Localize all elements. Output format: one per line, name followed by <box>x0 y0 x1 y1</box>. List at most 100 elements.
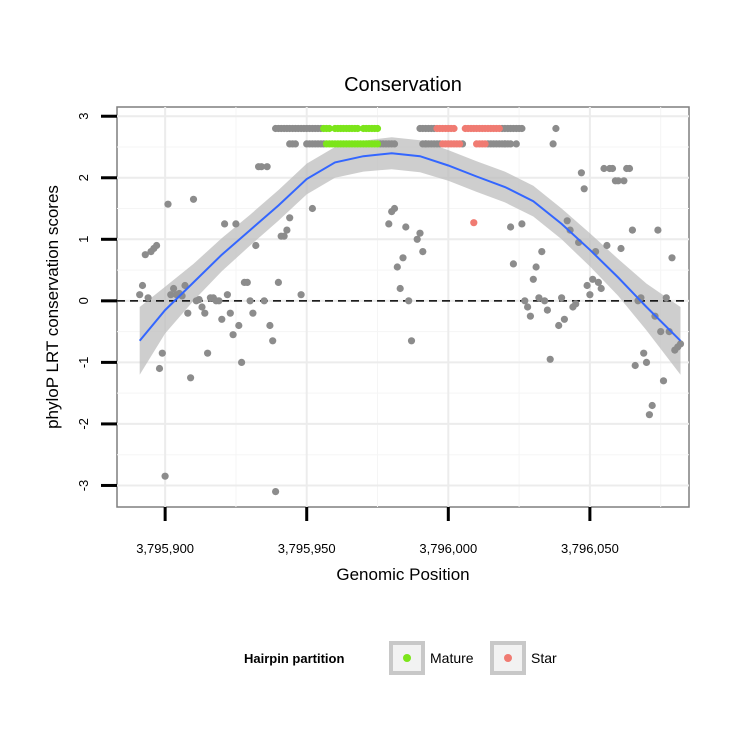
x-axis-ticks: 3,795,900 3,795,950 3,796,000 3,796,050 <box>136 507 619 556</box>
confidence-band <box>139 137 681 375</box>
point-other <box>297 291 305 299</box>
point-other <box>274 278 282 286</box>
point-other <box>141 251 149 259</box>
point-other <box>617 244 625 253</box>
point-star <box>456 140 464 148</box>
point-other <box>608 164 617 173</box>
point-mature <box>373 124 382 133</box>
point-other <box>136 291 144 299</box>
point-other <box>195 296 203 304</box>
point-other <box>586 291 594 299</box>
point-other <box>393 263 401 271</box>
point-other <box>198 303 206 311</box>
y-tick-label: 0 <box>76 297 91 304</box>
point-other <box>529 275 537 283</box>
point-other <box>654 226 662 234</box>
point-other <box>189 195 198 203</box>
point-other <box>201 309 209 317</box>
point-other <box>600 164 608 173</box>
point-other <box>158 349 166 357</box>
point-other <box>549 140 557 148</box>
point-other <box>167 291 175 299</box>
point-other <box>628 226 637 234</box>
point-other <box>243 278 251 286</box>
point-other <box>512 140 520 148</box>
point-other <box>170 284 178 293</box>
point-other <box>518 220 526 228</box>
point-star <box>481 140 489 148</box>
point-other <box>580 185 588 193</box>
x-tick-label: 3,796,000 <box>419 541 477 556</box>
point-other <box>620 177 628 185</box>
point-other <box>555 321 563 330</box>
point-other <box>640 349 648 357</box>
point-other <box>676 340 685 348</box>
point-other <box>229 331 237 339</box>
point-other <box>246 297 254 305</box>
point-other <box>603 241 611 250</box>
point-other <box>263 163 271 171</box>
point-other <box>164 200 172 208</box>
point-other <box>184 309 192 317</box>
point-other <box>390 204 399 213</box>
point-star <box>450 124 458 133</box>
point-other <box>405 297 413 305</box>
point-other <box>577 169 586 177</box>
point-other <box>657 328 665 336</box>
point-other <box>155 364 164 373</box>
point-other <box>583 281 591 290</box>
point-other <box>558 294 566 302</box>
plot-panel <box>116 106 690 508</box>
x-axis-title: Genomic Position <box>336 565 469 584</box>
point-other <box>144 294 152 302</box>
point-other <box>272 488 280 496</box>
point-other <box>138 281 147 290</box>
point-star <box>495 124 503 133</box>
point-other <box>507 140 515 148</box>
point-mature <box>325 124 333 133</box>
point-other <box>659 377 668 385</box>
confidence-band-area <box>139 137 681 375</box>
point-other <box>597 284 605 293</box>
point-other <box>535 294 543 302</box>
point-other <box>269 337 277 345</box>
point-other <box>396 284 404 293</box>
point-other <box>507 223 515 231</box>
point-other <box>283 226 291 234</box>
point-other <box>645 411 654 419</box>
point-other <box>385 220 393 228</box>
point-other <box>252 241 260 250</box>
point-other <box>257 163 265 171</box>
point-other <box>566 226 574 234</box>
y-tick-label: -3 <box>76 480 91 492</box>
legend-swatch-star <box>504 654 512 662</box>
point-other <box>289 140 297 148</box>
point-other <box>232 220 240 228</box>
point-other <box>161 472 169 480</box>
point-other <box>668 254 676 262</box>
point-other <box>665 328 673 336</box>
y-tick-label: -2 <box>76 418 91 430</box>
loess-fit-line <box>138 152 682 342</box>
point-other <box>221 220 229 228</box>
point-other <box>238 358 246 366</box>
point-other <box>416 229 424 237</box>
point-other <box>552 124 560 133</box>
point-other <box>280 232 288 240</box>
point-other <box>215 297 223 305</box>
legend-swatch-mature <box>403 654 411 662</box>
point-other <box>308 204 316 213</box>
point-other <box>563 217 571 225</box>
point-other <box>541 297 549 305</box>
legend-label-star: Star <box>531 650 557 666</box>
point-other <box>543 306 552 314</box>
point-other <box>413 235 421 243</box>
point-other <box>390 140 399 148</box>
point-star <box>470 219 478 227</box>
x-tick-label: 3,795,950 <box>278 541 336 556</box>
smooth-line <box>138 152 682 342</box>
point-other <box>509 260 517 268</box>
point-other <box>218 315 226 323</box>
y-tick-label: 2 <box>76 174 91 181</box>
